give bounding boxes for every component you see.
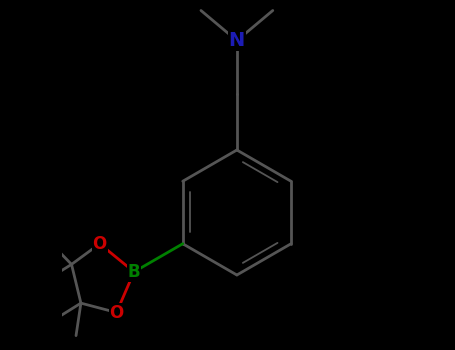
Text: O: O <box>92 235 107 253</box>
Text: O: O <box>109 303 124 322</box>
Text: B: B <box>128 263 140 281</box>
Text: N: N <box>229 31 245 50</box>
